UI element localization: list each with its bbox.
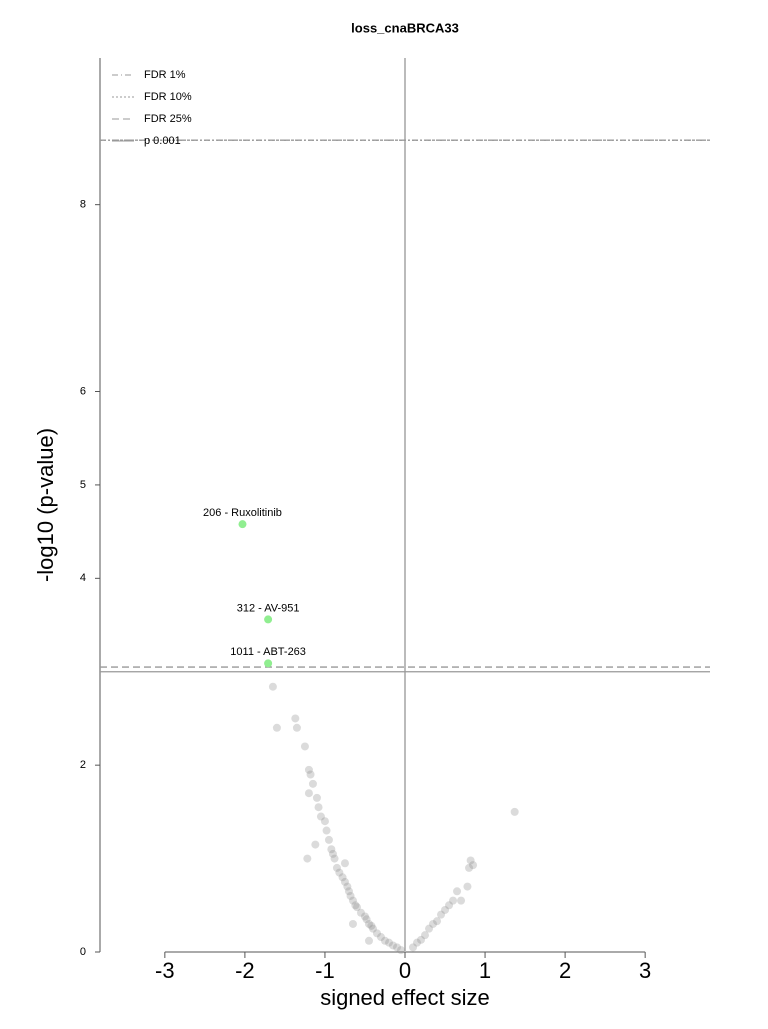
point xyxy=(322,826,331,835)
x-tick-label: -1 xyxy=(315,958,335,983)
x-tick-label: -2 xyxy=(235,958,255,983)
point xyxy=(340,859,349,868)
point xyxy=(335,868,344,877)
chart-title: loss_cnaBRCA33 xyxy=(351,20,459,35)
point xyxy=(343,882,352,891)
point xyxy=(392,943,401,952)
point xyxy=(380,936,389,945)
point xyxy=(465,863,474,872)
legend-label: FDR 25% xyxy=(144,113,192,125)
point xyxy=(425,924,434,933)
point xyxy=(304,765,313,774)
point xyxy=(264,659,273,668)
point xyxy=(352,903,361,912)
point xyxy=(413,938,422,947)
y-tick-label: 4 xyxy=(80,572,86,584)
point xyxy=(368,924,377,933)
point xyxy=(362,915,371,924)
x-tick-label: -3 xyxy=(155,958,175,983)
point xyxy=(367,921,376,930)
point xyxy=(457,896,466,905)
point xyxy=(417,935,426,944)
point xyxy=(429,919,438,928)
point xyxy=(356,908,365,917)
point xyxy=(449,896,458,905)
point xyxy=(264,615,273,624)
point xyxy=(304,789,313,798)
point xyxy=(364,936,373,945)
point xyxy=(348,896,357,905)
point xyxy=(328,849,337,858)
point xyxy=(268,682,277,691)
point xyxy=(330,854,339,863)
point xyxy=(384,938,393,947)
point xyxy=(311,840,320,849)
y-tick-label: 8 xyxy=(80,199,86,211)
point xyxy=(351,901,360,910)
point xyxy=(364,919,373,928)
point xyxy=(437,910,446,919)
point xyxy=(453,887,462,896)
point xyxy=(314,803,323,812)
y-tick-label: 0 xyxy=(80,946,86,958)
point xyxy=(396,946,405,955)
x-tick-label: 2 xyxy=(559,958,571,983)
point xyxy=(292,723,301,732)
point xyxy=(303,854,312,863)
point xyxy=(388,941,397,950)
point xyxy=(421,931,430,940)
point xyxy=(316,812,325,821)
point xyxy=(445,901,454,910)
point xyxy=(327,845,336,854)
y-tick-label: 5 xyxy=(80,479,86,491)
point xyxy=(340,877,349,886)
point xyxy=(463,882,472,891)
point xyxy=(238,520,247,529)
point-label: 206 - Ruxolitinib xyxy=(203,507,282,519)
point xyxy=(510,807,519,816)
point xyxy=(469,861,478,870)
y-tick-label: 2 xyxy=(80,759,86,771)
point xyxy=(324,835,333,844)
point xyxy=(338,873,347,882)
y-axis-label: -log10 (p-value) xyxy=(33,428,58,582)
y-tick-label: 6 xyxy=(80,385,86,397)
x-tick-label: 3 xyxy=(639,958,651,983)
point xyxy=(433,917,442,926)
legend-label: FDR 10% xyxy=(144,91,192,103)
legend-label: FDR 1% xyxy=(144,69,186,81)
point-label: 312 - AV-951 xyxy=(237,602,300,614)
x-tick-label: 0 xyxy=(399,958,411,983)
point xyxy=(312,793,321,802)
point xyxy=(346,891,355,900)
point xyxy=(409,943,418,952)
point xyxy=(291,714,300,723)
x-axis-label: signed effect size xyxy=(320,985,490,1010)
point xyxy=(466,856,475,865)
point xyxy=(348,919,357,928)
point xyxy=(308,779,317,788)
point xyxy=(320,817,329,826)
point xyxy=(360,912,369,921)
point xyxy=(332,863,341,872)
point xyxy=(344,887,353,896)
point-label: 1011 - ABT-263 xyxy=(230,646,306,658)
x-tick-label: 1 xyxy=(479,958,491,983)
point xyxy=(372,929,381,938)
point xyxy=(300,742,309,751)
point xyxy=(441,905,450,914)
point xyxy=(306,770,315,779)
point xyxy=(376,933,385,942)
legend-label: p 0.001 xyxy=(144,135,181,147)
point xyxy=(272,723,281,732)
